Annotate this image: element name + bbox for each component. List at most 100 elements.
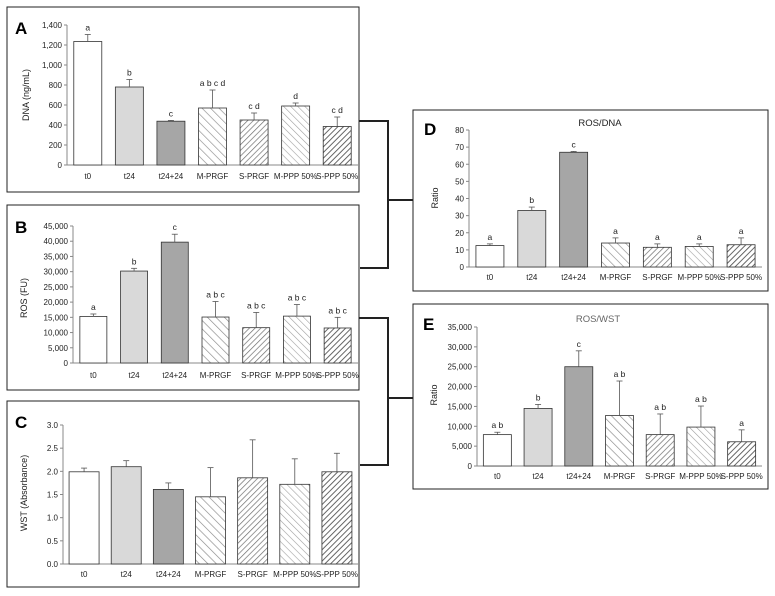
panel-b-sig-label-m-ppp-50: a b c: [288, 293, 307, 303]
panel-d-bar-t0: [475, 245, 505, 268]
panel-b-xtick-t0: t0: [90, 371, 97, 380]
panel-b-ytick-label: 5,000: [48, 344, 69, 353]
panel-d-ytick-label: 40: [455, 195, 464, 204]
panel-b-plot: 0 5,000 10,000 15,000 20,000 25,000 30,000 35,0…: [44, 222, 359, 380]
panel-d-ytick-label: 10: [455, 246, 464, 255]
panel-d-ytick-label: 80: [455, 126, 464, 135]
panel-d-plot: 0 10 20 30 40 50 60 70 80 a t0 b t24 c t24+24 a M-PRGF a S…: [455, 126, 762, 282]
panel-d-sig-label-t24-24: c: [572, 139, 577, 149]
panel-e-bar-t0: [482, 434, 512, 467]
panel-c-bar-m-ppp-50: [279, 483, 311, 565]
panel-e-ylabel: Ratio: [429, 384, 439, 405]
panel-a-bar-t24-24: [156, 120, 186, 166]
panel-e-ytick-label: 25,000: [448, 363, 473, 372]
panel-d-bar-t24-24: [559, 151, 589, 268]
panel-c-bar-t0: [68, 471, 100, 565]
panel-e-sig-label-s-prgf: a b: [654, 402, 666, 412]
panel-d-ytick-label: 50: [455, 177, 464, 186]
panel-c-bar-t24-24: [152, 489, 184, 565]
panel-b-bar-t0: [79, 316, 108, 364]
panel-b-bar-t24-24: [160, 241, 189, 364]
panel-b-sig-label-t24-24: c: [173, 222, 178, 232]
panel-e-sig-label-t24: b: [536, 392, 541, 402]
panel-c-ytick-label: 2.0: [47, 467, 59, 476]
panel-a-xtick-s-ppp-50: S-PPP 50%: [316, 172, 358, 181]
panel-d-xtick-t24-24: t24+24: [561, 273, 586, 282]
panel-d-xtick-s-ppp-50: S-PPP 50%: [720, 273, 762, 282]
panel-d-ytick-label: 60: [455, 160, 464, 169]
panel-c-bar-s-ppp-50: [321, 471, 353, 565]
panel-a-bar-s-ppp-50: [322, 126, 352, 166]
panel-e-ytick-label: 35,000: [448, 323, 473, 332]
panel-a-bar-t24: [114, 86, 144, 166]
panel-d-bar-m-prgf: [601, 242, 630, 268]
panel-a-ytick-label: 200: [49, 141, 63, 150]
panel-d-xtick-m-prgf: M-PRGF: [600, 273, 632, 282]
panel-b-ytick-label: 15,000: [44, 313, 69, 322]
connector-bc-to-e: [359, 317, 389, 466]
panel-a-xtick-m-ppp-50: M-PPP 50%: [274, 172, 317, 181]
panel-a-bar-m-prgf: [198, 107, 227, 166]
panel-d-xtick-m-ppp-50: M-PPP 50%: [677, 273, 720, 282]
panel-e-bar-m-prgf: [605, 415, 634, 467]
panel-d-sig-label-m-prgf: a: [613, 226, 618, 236]
panel-b-xtick-t24-24: t24+24: [162, 371, 187, 380]
panel-e-bar-s-ppp-50: [727, 441, 757, 467]
panel-b-ytick-label: 25,000: [44, 283, 69, 292]
panel-a-xtick-t24: t24: [124, 172, 136, 181]
panel-b-xtick-m-prgf: M-PRGF: [200, 371, 232, 380]
panel-d-sig-label-s-ppp-50: a: [739, 226, 744, 236]
panel-a-bar-m-ppp-50: [281, 105, 311, 166]
panel-c-ytick-label: 2.5: [47, 444, 59, 453]
panel-a-ytick-label: 0: [58, 161, 63, 170]
panel-e-ytick-label: 30,000: [448, 343, 473, 352]
panel-e-sig-label-s-ppp-50: a: [739, 418, 744, 428]
panel-d-bar-m-ppp-50: [684, 246, 714, 268]
panel-c-xtick-s-prgf: S-PRGF: [238, 570, 268, 579]
panel-c-ytick-label: 3.0: [47, 421, 59, 430]
panel-c-ylabel: WST (Absorbance): [19, 455, 29, 531]
panel-a-bar-s-prgf: [239, 119, 269, 166]
panel-c-ytick-label: 1.0: [47, 514, 59, 523]
panel-b-sig-label-t24: b: [132, 256, 137, 266]
panel-e-sig-label-m-prgf: a b: [614, 369, 626, 379]
panel-e-xtick-t24: t24: [533, 472, 545, 481]
panel-c-bar-m-prgf: [195, 496, 226, 565]
panel-e-ytick-label: 15,000: [448, 402, 473, 411]
panel-e-plot: 0 5,000 10,000 15,000 20,000 25,000 30,000 35,0…: [448, 323, 763, 481]
panel-a-ytick-label: 1,200: [42, 41, 63, 50]
panel-d-xtick-s-prgf: S-PRGF: [642, 273, 672, 282]
panel-a-xtick-s-prgf: S-PRGF: [239, 172, 269, 181]
panel-e-bar-s-prgf: [645, 434, 675, 467]
panel-d-bar-t24: [517, 210, 547, 268]
panel-c-ytick-label: 0.5: [47, 537, 59, 546]
panel-b-letter: B: [15, 218, 27, 237]
panel-d-sig-label-t24: b: [529, 195, 534, 205]
panel-e-sig-label-t24-24: c: [577, 339, 582, 349]
panel-b-bar-t24: [120, 270, 148, 364]
panel-d-ytick-label: 20: [455, 229, 464, 238]
panel-e-xtick-t24-24: t24+24: [566, 472, 591, 481]
panel-b-ytick-label: 10,000: [44, 329, 69, 338]
panel-c-bar-t24: [110, 466, 142, 565]
panel-e-letter: E: [423, 315, 434, 334]
connector-ab-to-d: [359, 120, 389, 269]
panel-e-ytick-label: 0: [468, 462, 473, 471]
panel-a-xtick-m-prgf: M-PRGF: [197, 172, 229, 181]
panel-a-ytick-label: 400: [49, 121, 63, 130]
panel-b-xtick-t24: t24: [129, 371, 141, 380]
panel-b-ytick-label: 20,000: [44, 298, 69, 307]
panel-a-sig-label-s-ppp-50: c d: [332, 105, 344, 115]
panel-a-sig-label-t0: a: [85, 23, 90, 33]
panel-a-sig-label-t24-24: c: [169, 108, 174, 118]
panel-d-bar-s-prgf: [642, 246, 672, 268]
panel-a-ytick-label: 1,400: [42, 21, 63, 30]
panel-d-sig-label-m-ppp-50: a: [697, 232, 702, 242]
panel-d-bar-s-ppp-50: [726, 244, 756, 268]
panel-d-sig-label-s-prgf: a: [655, 232, 660, 242]
panel-e-sig-label-t0: a b: [491, 420, 503, 430]
panel-b-sig-label-m-prgf: a b c: [206, 290, 225, 300]
panel-c-ytick-label: 1.5: [47, 491, 59, 500]
panel-c-xtick-m-prgf: M-PRGF: [195, 570, 227, 579]
panel-d-ylabel: Ratio: [430, 187, 440, 208]
